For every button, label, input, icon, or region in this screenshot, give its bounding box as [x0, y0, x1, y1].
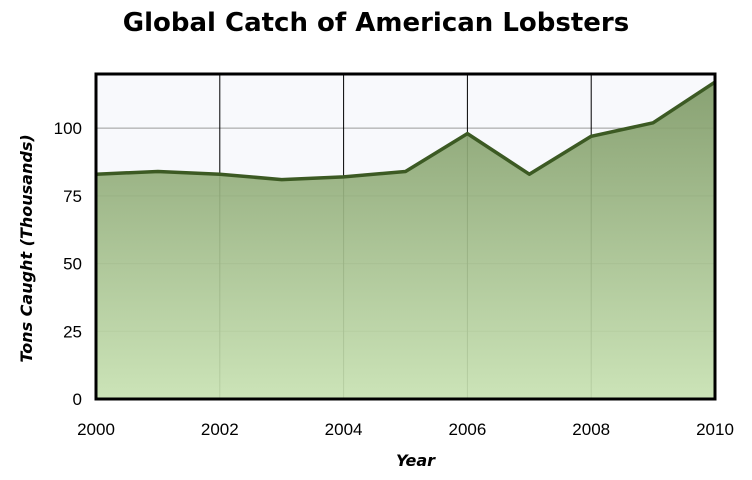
x-tick-label: 2006 — [448, 420, 486, 439]
y-tick-label: 25 — [63, 322, 82, 341]
y-tick-label: 50 — [63, 255, 82, 274]
x-tick-label: 2008 — [572, 420, 610, 439]
x-axis-title: Year — [396, 451, 436, 470]
y-tick-label: 0 — [73, 390, 82, 409]
x-tick-label: 2002 — [201, 420, 239, 439]
x-tick-label: 2010 — [696, 420, 734, 439]
plot-frame — [94, 72, 717, 401]
y-tick-label: 75 — [63, 187, 82, 206]
y-tick-label: 100 — [54, 119, 82, 138]
tick-labels: 0 25 50 75 100 2000 2002 2004 2006 2008 2010 — [54, 119, 734, 439]
area-fill — [96, 82, 715, 399]
x-tick-label: 2004 — [325, 420, 363, 439]
series-line — [95, 80, 716, 182]
chart-title: Global Catch of American Lobsters — [122, 8, 630, 38]
y-axis-title: Tons Caught (Thousands) — [17, 134, 36, 362]
x-tick-label: 2000 — [77, 420, 115, 439]
